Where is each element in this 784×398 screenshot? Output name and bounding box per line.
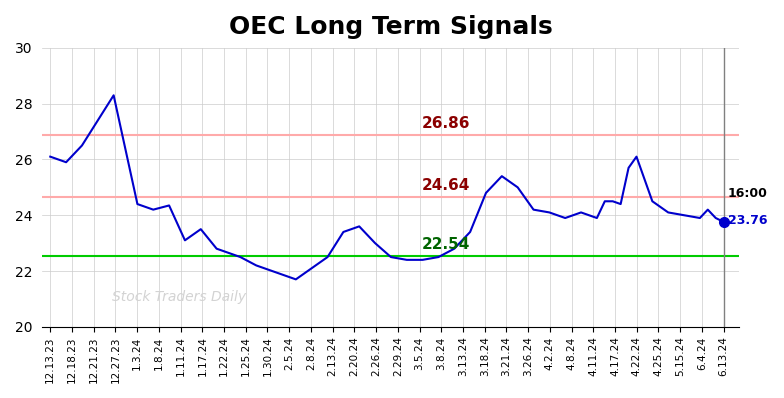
- Title: OEC Long Term Signals: OEC Long Term Signals: [229, 15, 553, 39]
- Text: Stock Traders Daily: Stock Traders Daily: [112, 291, 246, 304]
- Text: 23.76: 23.76: [728, 214, 767, 227]
- Text: 16:00: 16:00: [728, 187, 768, 200]
- Text: 22.54: 22.54: [422, 237, 470, 252]
- Text: 26.86: 26.86: [422, 116, 470, 131]
- Text: 24.64: 24.64: [422, 178, 470, 193]
